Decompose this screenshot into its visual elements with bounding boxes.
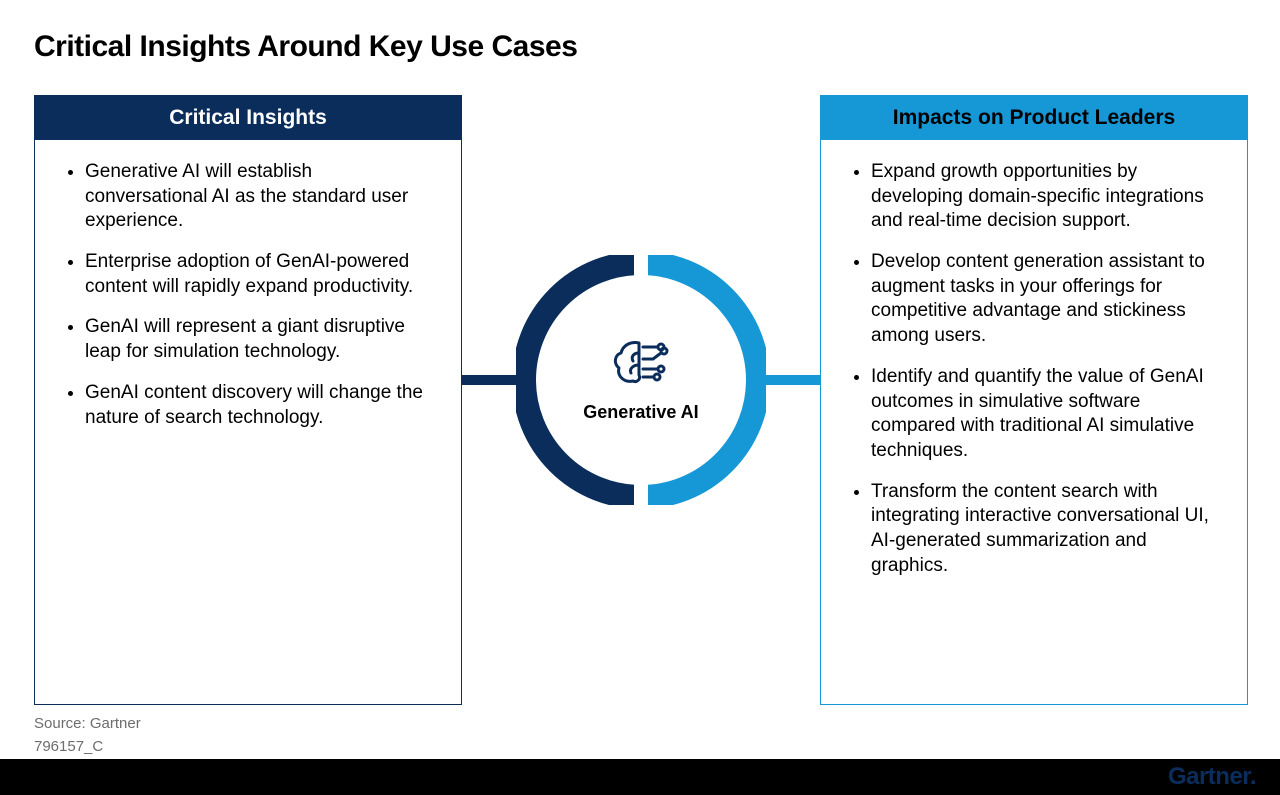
right-panel-list: Expand growth opportunities by developin… [853, 160, 1225, 578]
list-item: Develop content generation assistant to … [871, 250, 1225, 349]
list-item: Expand growth opportunities by developin… [871, 160, 1225, 234]
center-label: Generative AI [583, 402, 698, 423]
list-item: Identify and quantify the value of GenAI… [871, 365, 1225, 464]
footer-bar: Gartner. [0, 759, 1280, 795]
left-panel-header: Critical Insights [35, 96, 461, 140]
doc-id: 796157_C [34, 738, 103, 755]
page-title: Critical Insights Around Key Use Cases [34, 30, 577, 64]
center-graphic: Generative AI [470, 225, 812, 535]
right-panel: Impacts on Product Leaders Expand growth… [820, 95, 1248, 705]
connector-left [462, 375, 522, 385]
left-panel-body: Generative AI will establish conversatio… [35, 140, 461, 466]
list-item: Transform the content search with integr… [871, 480, 1225, 579]
source-text: Source: Gartner [34, 715, 141, 732]
right-panel-body: Expand growth opportunities by developin… [821, 140, 1247, 614]
gartner-logo: Gartner. [1168, 763, 1256, 791]
list-item: Enterprise adoption of GenAI-powered con… [85, 250, 439, 299]
left-panel: Critical Insights Generative AI will est… [34, 95, 462, 705]
page: Critical Insights Around Key Use Cases C… [0, 0, 1280, 795]
list-item: GenAI will represent a giant disruptive … [85, 315, 439, 364]
left-panel-list: Generative AI will establish conversatio… [67, 160, 439, 430]
right-panel-header: Impacts on Product Leaders [821, 96, 1247, 140]
brain-circuit-icon [609, 337, 673, 392]
center-ring-inner: Generative AI [516, 255, 766, 505]
list-item: Generative AI will establish conversatio… [85, 160, 439, 234]
connector-right [760, 375, 820, 385]
list-item: GenAI content discovery will change the … [85, 381, 439, 430]
